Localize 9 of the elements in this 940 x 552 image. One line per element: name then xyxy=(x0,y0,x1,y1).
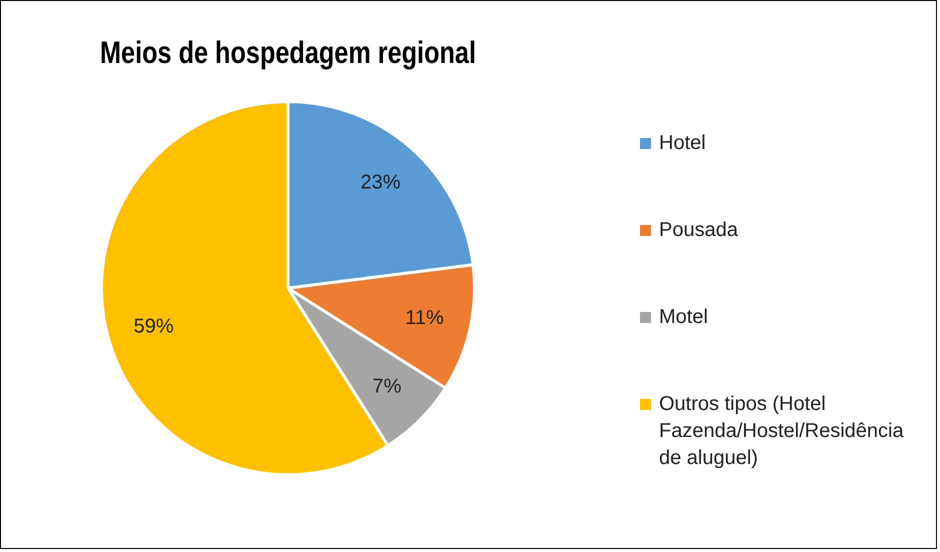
legend-label: Hotel xyxy=(659,131,706,156)
data-label: 59% xyxy=(134,316,174,338)
legend-label: Motel xyxy=(659,305,708,330)
legend-label: Outros tipos (Hotel Fazenda/Hostel/Residência de aluguel) xyxy=(659,392,904,471)
chart-title: Meios de hospedagem regional xyxy=(100,34,476,70)
data-label: 7% xyxy=(372,376,402,398)
data-label: 11% xyxy=(405,307,444,330)
data-label: 23% xyxy=(360,172,401,194)
legend-label: Pousada xyxy=(659,218,738,243)
